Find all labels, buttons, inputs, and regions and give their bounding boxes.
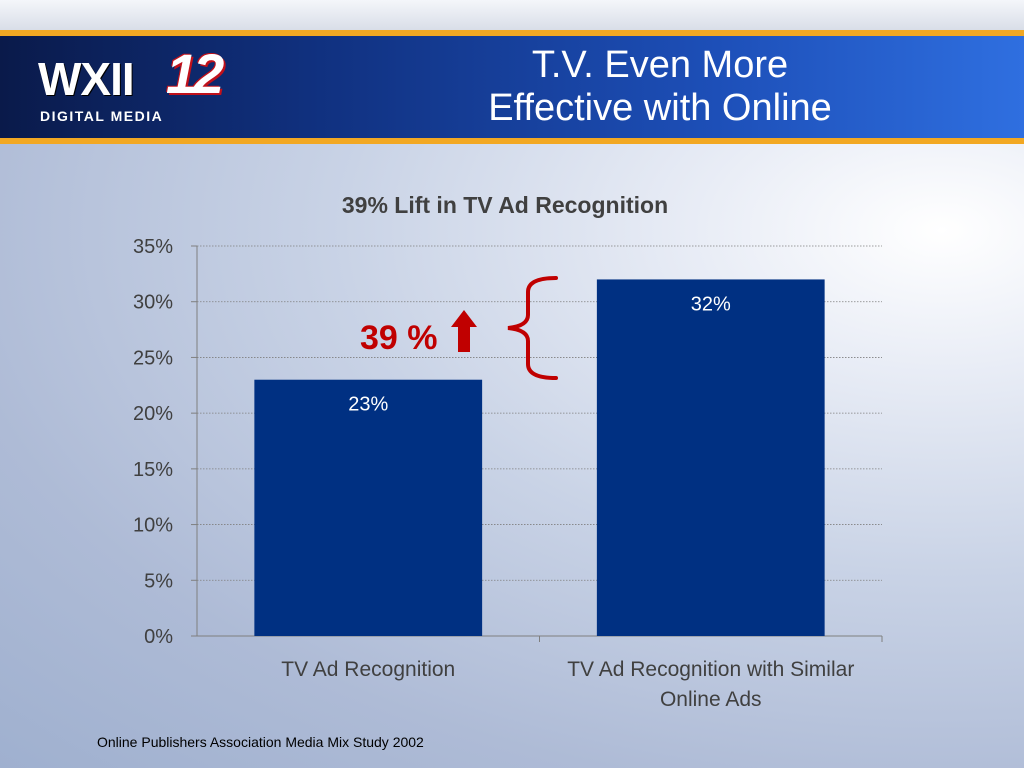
x-tick-label: TV Ad Recognition with Similar bbox=[567, 658, 854, 681]
y-tick-label: 5% bbox=[144, 570, 173, 592]
logo-subtitle: DIGITAL MEDIA bbox=[40, 108, 164, 124]
y-tick-label: 25% bbox=[133, 347, 173, 369]
chart-title: 39% Lift in TV Ad Recognition bbox=[342, 192, 668, 218]
slide-title-line1: T.V. Even More bbox=[531, 44, 789, 86]
y-tick-label: 35% bbox=[133, 236, 173, 258]
x-tick-label: Online Ads bbox=[660, 688, 762, 711]
y-tick-label: 20% bbox=[133, 403, 173, 425]
y-tick-label: 0% bbox=[144, 626, 173, 648]
x-tick-label: TV Ad Recognition bbox=[281, 658, 455, 681]
source-note: Online Publishers Association Media Mix … bbox=[97, 734, 424, 750]
data-label: 32% bbox=[691, 293, 731, 315]
logo-wxii: WXII bbox=[38, 53, 135, 105]
y-tick-label: 30% bbox=[133, 292, 173, 314]
lift-annotation-text: 39 % bbox=[360, 319, 438, 357]
bar bbox=[254, 379, 483, 636]
header-banner: WXII 12 DIGITAL MEDIA T.V. Even More Eff… bbox=[0, 30, 1024, 144]
header-top-strip bbox=[0, 0, 1024, 30]
y-tick-label: 10% bbox=[133, 515, 173, 537]
y-tick-label: 15% bbox=[133, 459, 173, 481]
bar bbox=[596, 279, 825, 636]
slide-title-line2: Effective with Online bbox=[488, 87, 832, 129]
data-label: 23% bbox=[348, 394, 388, 416]
slide-title: T.V. Even More Effective with Online bbox=[420, 44, 900, 130]
curly-brace-icon bbox=[507, 276, 558, 380]
arrow-up-icon bbox=[451, 310, 477, 352]
logo-number: 12 bbox=[166, 42, 224, 105]
